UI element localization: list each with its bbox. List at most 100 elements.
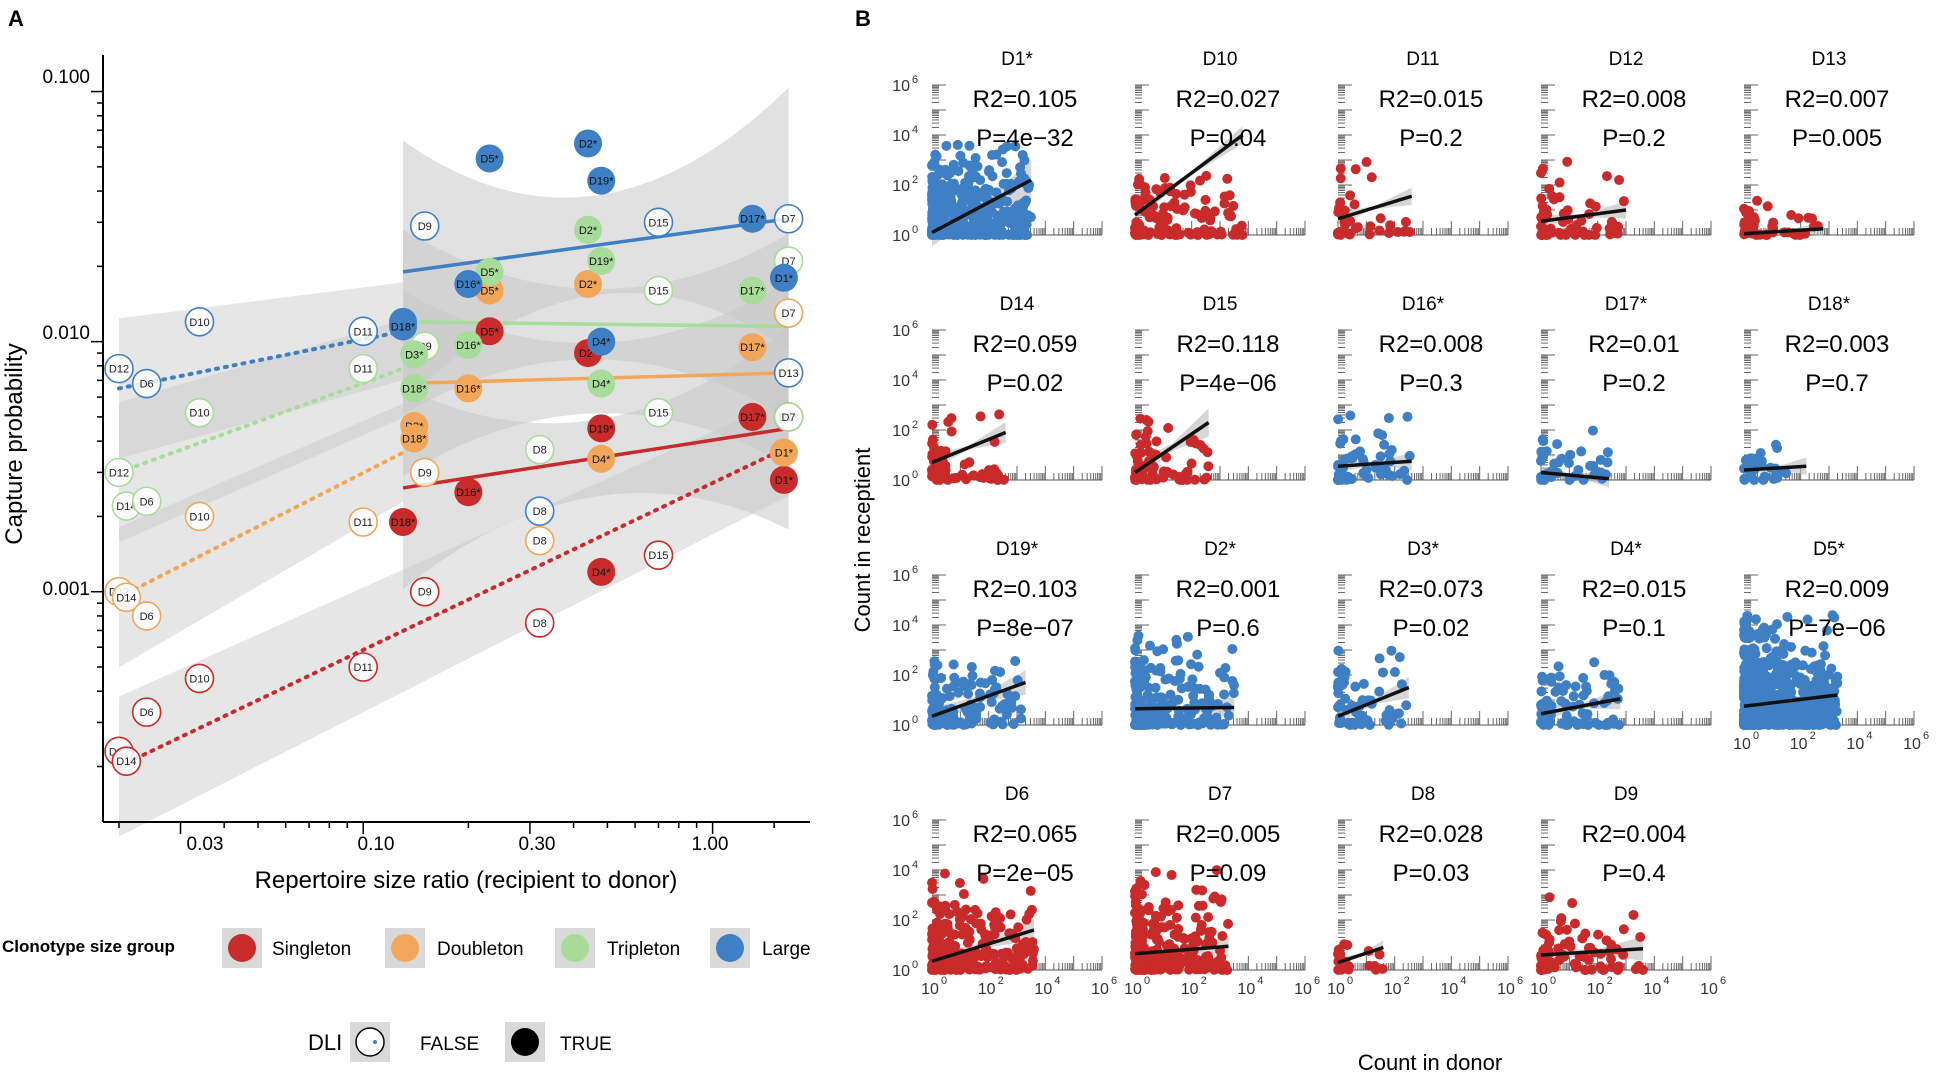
facet-point xyxy=(968,470,979,481)
facet-point xyxy=(1173,712,1184,723)
legend-title: DLI xyxy=(308,1030,342,1055)
point-large: D7 xyxy=(773,203,804,234)
point-label: D10 xyxy=(189,317,209,329)
point-label: D17* xyxy=(740,412,765,424)
facet-point xyxy=(955,717,966,728)
facet-point xyxy=(1143,682,1154,693)
x-tick-label: 10 xyxy=(1846,736,1864,753)
point-marker xyxy=(454,269,483,298)
facet-fit-line xyxy=(1134,421,1210,474)
facet-point xyxy=(1537,675,1548,686)
facet-point xyxy=(1576,446,1587,457)
facet-point xyxy=(1555,229,1566,240)
facet-point xyxy=(964,457,975,468)
facet-point xyxy=(1016,168,1027,179)
facet-point xyxy=(1027,937,1038,948)
point-label: D2* xyxy=(579,279,598,291)
facet-point xyxy=(1187,674,1198,685)
point-marker xyxy=(409,457,440,488)
point-large: D1* xyxy=(769,263,798,292)
facet-point xyxy=(1333,414,1344,425)
point-label: D5* xyxy=(480,267,499,279)
x-tick-label: 10 xyxy=(1091,981,1109,998)
facet-point xyxy=(1010,951,1021,962)
facet-point xyxy=(1387,471,1398,482)
point-tripleton: D17* xyxy=(738,276,767,305)
facet-title: D3* xyxy=(1407,539,1439,560)
facet-point xyxy=(964,713,975,724)
facet-point xyxy=(935,694,946,705)
facet-point xyxy=(1794,229,1805,240)
point-doubleton: D8 xyxy=(524,525,555,556)
facet-point xyxy=(1772,661,1783,672)
facet-point xyxy=(927,450,938,461)
facet-point xyxy=(1374,225,1385,236)
facet-fit-line xyxy=(1337,459,1412,468)
facet-point xyxy=(1002,141,1013,152)
x-tick-label: 10 xyxy=(1181,981,1199,998)
point-marker xyxy=(773,203,804,234)
facet-point xyxy=(1193,661,1204,672)
panel-label-a: A xyxy=(8,6,24,31)
facet-point xyxy=(958,889,969,900)
facet-point xyxy=(1341,227,1352,238)
y-tick-label: 0.100 xyxy=(42,67,90,88)
facet-point xyxy=(950,184,961,195)
facet-point xyxy=(1383,413,1394,424)
facet-point xyxy=(1205,212,1216,223)
facet-point xyxy=(1601,719,1612,730)
point-singleton: D18* xyxy=(389,508,418,537)
facet-point xyxy=(928,442,939,453)
facet-D17-dli: D17* R2=0.01 P=0.2 xyxy=(1536,294,1712,488)
facet-r2: R2=0.027 xyxy=(1176,86,1281,113)
y-tick-exp: 0 xyxy=(912,714,918,726)
facet-point xyxy=(1227,644,1238,655)
facet-point xyxy=(1778,648,1789,659)
facet-point xyxy=(1401,700,1412,711)
fit-line-tripleton xyxy=(402,320,789,329)
facet-point xyxy=(1156,227,1167,238)
facet-point xyxy=(1541,695,1552,706)
point-marker xyxy=(574,215,603,244)
facet-point xyxy=(1755,627,1766,638)
legend-swatch xyxy=(561,934,589,962)
point-doubleton: D4* xyxy=(587,444,616,473)
y-tick-exp: 2 xyxy=(912,174,918,186)
facet-point xyxy=(1173,694,1184,705)
facet-point xyxy=(1820,710,1831,721)
point-label: D17* xyxy=(740,286,765,298)
point-label: D7 xyxy=(782,214,796,226)
facet-r2: R2=0.005 xyxy=(1176,821,1281,848)
y-tick-label: 10 xyxy=(892,913,910,930)
point-large: D13 xyxy=(773,358,804,388)
facet-point xyxy=(1135,179,1146,190)
facet-point xyxy=(1582,709,1593,720)
y-tick-label: 10 xyxy=(892,568,910,585)
facet-point xyxy=(1133,223,1144,234)
point-marker xyxy=(769,263,798,292)
facet-point xyxy=(1739,719,1750,730)
point-large: D16* xyxy=(454,269,483,298)
point-marker xyxy=(524,434,555,465)
facet-point xyxy=(1170,676,1181,687)
point-large: D6 xyxy=(131,368,162,399)
facet-point xyxy=(1377,667,1388,678)
facet-point xyxy=(927,877,938,888)
facet-point xyxy=(1537,163,1548,174)
point-marker xyxy=(587,557,616,586)
facet-point xyxy=(957,190,968,201)
y-tick-exp: 2 xyxy=(912,664,918,676)
point-marker xyxy=(475,317,504,346)
facet-point xyxy=(1196,923,1207,934)
facet-point xyxy=(934,474,945,485)
facet-point xyxy=(1190,912,1201,923)
point-label: D8 xyxy=(533,536,547,548)
facet-point xyxy=(1760,715,1771,726)
panel-label-b: B xyxy=(855,6,871,31)
facet-point xyxy=(1396,718,1407,729)
facet-point xyxy=(1001,168,1012,179)
facet-point xyxy=(965,914,976,925)
facet-point xyxy=(1820,699,1831,710)
facet-point xyxy=(1333,944,1344,955)
